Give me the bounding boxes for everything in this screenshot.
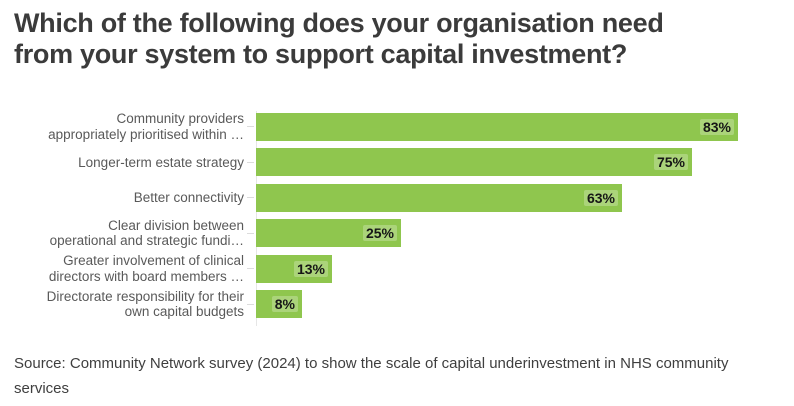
chart-row: Greater involvement of clinical directors… — [0, 251, 794, 287]
category-label-line: Directorate responsibility for their — [46, 288, 244, 304]
axis-tick — [246, 268, 254, 270]
bar: 75% — [256, 148, 692, 177]
page-title-line-2: from your system to support capital inve… — [14, 39, 628, 69]
axis-tick — [246, 303, 254, 305]
bar-track: 83% — [256, 112, 794, 141]
bar-value-label: 25% — [362, 225, 397, 242]
chart-row: Clear division between operational and st… — [0, 216, 794, 252]
chart-row: Longer-term estate strategy 75% — [0, 145, 794, 181]
page-title: Which of the following does your organis… — [14, 8, 780, 70]
axis-tick-cell — [244, 303, 256, 305]
category-label: Longer-term estate strategy — [0, 155, 244, 171]
axis-tick — [246, 197, 254, 199]
category-label-line: Better connectivity — [133, 190, 244, 205]
source-note-line-1: Source: Community Network survey (2024) … — [14, 355, 729, 372]
bar-track: 25% — [256, 219, 794, 248]
bar-chart: Community providers appropriately priorit… — [0, 109, 794, 326]
bar-track: 8% — [256, 290, 794, 319]
chart-row: Better connectivity 63% — [0, 180, 794, 216]
source-note: Source: Community Network survey (2024) … — [14, 351, 789, 401]
axis-tick — [246, 161, 254, 163]
axis-tick — [246, 126, 254, 128]
axis-tick-cell — [244, 197, 256, 199]
bar: 13% — [256, 254, 332, 283]
category-label: Clear division between operational and st… — [0, 218, 244, 249]
category-label-line: own capital budgets — [124, 304, 244, 320]
category-label-line: Clear division between — [108, 217, 244, 233]
axis-tick-cell — [244, 161, 256, 163]
category-label-line: operational and strategic fundi… — [49, 233, 244, 249]
category-label: Directorate responsibility for their own … — [0, 289, 244, 320]
chart-row: Directorate responsibility for their own … — [0, 287, 794, 323]
y-axis-line — [256, 111, 257, 326]
chart-rows: Community providers appropriately priorit… — [0, 109, 794, 322]
category-label: Greater involvement of clinical directors… — [0, 253, 244, 284]
bar-track: 63% — [256, 183, 794, 212]
bar-track: 13% — [256, 254, 794, 283]
bar-value-label: 83% — [699, 118, 734, 135]
bar-track: 75% — [256, 148, 794, 177]
bar: 83% — [256, 112, 738, 141]
bar: 63% — [256, 183, 622, 212]
page-title-line-1: Which of the following does your organis… — [14, 8, 664, 38]
category-label-line: directors with board members … — [48, 268, 244, 284]
category-label: Community providers appropriately priorit… — [0, 111, 244, 142]
axis-tick-cell — [244, 126, 256, 128]
bar-value-label: 63% — [583, 189, 618, 206]
axis-tick-cell — [244, 268, 256, 270]
bar: 8% — [256, 290, 302, 319]
category-label-line: Longer-term estate strategy — [78, 154, 244, 170]
bar-value-label: 8% — [271, 296, 298, 313]
category-label: Better connectivity — [0, 190, 244, 206]
category-label-line: appropriately prioritised within … — [48, 126, 244, 142]
axis-tick-cell — [244, 232, 256, 234]
axis-tick — [246, 232, 254, 234]
chart-row: Community providers appropriately priorit… — [0, 109, 794, 145]
category-label-line: Greater involvement of clinical — [63, 253, 244, 269]
category-label-line: Community providers — [116, 111, 244, 127]
bar-value-label: 13% — [293, 260, 328, 277]
source-note-line-2: services — [14, 380, 70, 397]
bar-value-label: 75% — [653, 154, 688, 171]
bar: 25% — [256, 219, 401, 248]
